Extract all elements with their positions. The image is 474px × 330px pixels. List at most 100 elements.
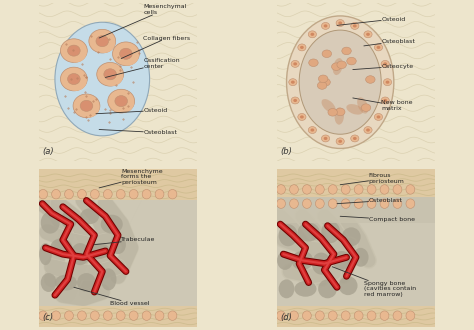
Ellipse shape: [315, 199, 324, 208]
Ellipse shape: [61, 210, 77, 229]
Text: Trabeculae: Trabeculae: [94, 237, 155, 245]
Ellipse shape: [321, 22, 329, 29]
Ellipse shape: [354, 199, 363, 208]
Ellipse shape: [354, 185, 363, 194]
Ellipse shape: [293, 62, 297, 65]
Bar: [39, 169, 197, 201]
Ellipse shape: [308, 127, 317, 134]
Ellipse shape: [91, 189, 99, 199]
Ellipse shape: [55, 275, 77, 290]
Ellipse shape: [64, 189, 73, 199]
Ellipse shape: [101, 66, 123, 86]
Ellipse shape: [342, 47, 351, 55]
Ellipse shape: [100, 215, 123, 234]
Ellipse shape: [100, 268, 117, 290]
Ellipse shape: [68, 74, 80, 84]
Ellipse shape: [383, 99, 387, 102]
Text: Mesenchyme
forms the
periosteum: Mesenchyme forms the periosteum: [99, 169, 163, 188]
Ellipse shape: [342, 227, 361, 246]
Ellipse shape: [110, 235, 126, 254]
Text: (b): (b): [280, 147, 292, 156]
Text: (a): (a): [42, 147, 54, 156]
Ellipse shape: [155, 311, 164, 320]
Ellipse shape: [88, 243, 110, 259]
Ellipse shape: [41, 212, 60, 234]
Ellipse shape: [119, 48, 132, 59]
Text: Compact bone: Compact bone: [340, 216, 415, 222]
Ellipse shape: [68, 45, 80, 56]
Ellipse shape: [310, 128, 314, 132]
Ellipse shape: [338, 140, 342, 143]
Ellipse shape: [302, 199, 311, 208]
Ellipse shape: [321, 99, 336, 113]
Ellipse shape: [324, 24, 328, 27]
Ellipse shape: [338, 21, 342, 25]
Ellipse shape: [367, 185, 376, 194]
Ellipse shape: [364, 127, 372, 134]
Ellipse shape: [353, 24, 357, 27]
Ellipse shape: [71, 243, 90, 265]
Ellipse shape: [381, 60, 389, 67]
Ellipse shape: [96, 36, 109, 47]
Ellipse shape: [142, 311, 151, 320]
Ellipse shape: [302, 311, 311, 320]
Text: Osteocyte: Osteocyte: [353, 64, 413, 70]
Ellipse shape: [367, 199, 376, 208]
Ellipse shape: [380, 311, 389, 320]
Ellipse shape: [336, 19, 344, 26]
Ellipse shape: [376, 46, 380, 49]
Ellipse shape: [328, 109, 337, 116]
Ellipse shape: [291, 60, 299, 67]
Ellipse shape: [65, 70, 87, 91]
Text: Fibrous
periosteum: Fibrous periosteum: [340, 173, 404, 185]
Ellipse shape: [335, 107, 344, 125]
Ellipse shape: [168, 189, 177, 199]
Ellipse shape: [365, 76, 375, 83]
Ellipse shape: [77, 311, 86, 320]
Bar: [277, 169, 435, 197]
Ellipse shape: [380, 199, 389, 208]
Bar: [277, 197, 435, 222]
Ellipse shape: [346, 104, 363, 115]
Ellipse shape: [61, 39, 87, 62]
Ellipse shape: [383, 79, 392, 86]
Ellipse shape: [55, 22, 150, 136]
Ellipse shape: [93, 32, 115, 53]
Text: Ossification
center: Ossification center: [105, 58, 180, 78]
Ellipse shape: [332, 251, 351, 270]
Ellipse shape: [308, 31, 317, 38]
Ellipse shape: [347, 57, 356, 65]
Ellipse shape: [366, 128, 370, 132]
Ellipse shape: [80, 208, 99, 224]
Ellipse shape: [73, 94, 100, 118]
Ellipse shape: [277, 251, 293, 270]
Ellipse shape: [292, 251, 313, 270]
Ellipse shape: [39, 311, 47, 320]
Ellipse shape: [367, 311, 376, 320]
Ellipse shape: [50, 238, 73, 257]
Ellipse shape: [312, 252, 331, 275]
Ellipse shape: [366, 33, 370, 36]
Ellipse shape: [277, 311, 285, 320]
Ellipse shape: [39, 189, 47, 199]
Ellipse shape: [324, 137, 328, 140]
Ellipse shape: [52, 311, 61, 320]
Ellipse shape: [290, 311, 298, 320]
Ellipse shape: [64, 311, 73, 320]
Ellipse shape: [277, 199, 285, 208]
Ellipse shape: [328, 185, 337, 194]
Ellipse shape: [336, 138, 344, 145]
Ellipse shape: [277, 185, 285, 194]
Ellipse shape: [103, 311, 112, 320]
Ellipse shape: [353, 137, 357, 140]
Ellipse shape: [142, 189, 151, 199]
Ellipse shape: [80, 100, 93, 111]
Ellipse shape: [341, 199, 350, 208]
Ellipse shape: [77, 189, 86, 199]
Ellipse shape: [333, 58, 343, 75]
Ellipse shape: [374, 114, 383, 120]
Ellipse shape: [406, 311, 415, 320]
Text: Spongy bone
(cavities contain
red marrow): Spongy bone (cavities contain red marrow…: [332, 267, 416, 297]
Ellipse shape: [61, 67, 87, 91]
Text: New bone
matrix: New bone matrix: [353, 98, 413, 111]
